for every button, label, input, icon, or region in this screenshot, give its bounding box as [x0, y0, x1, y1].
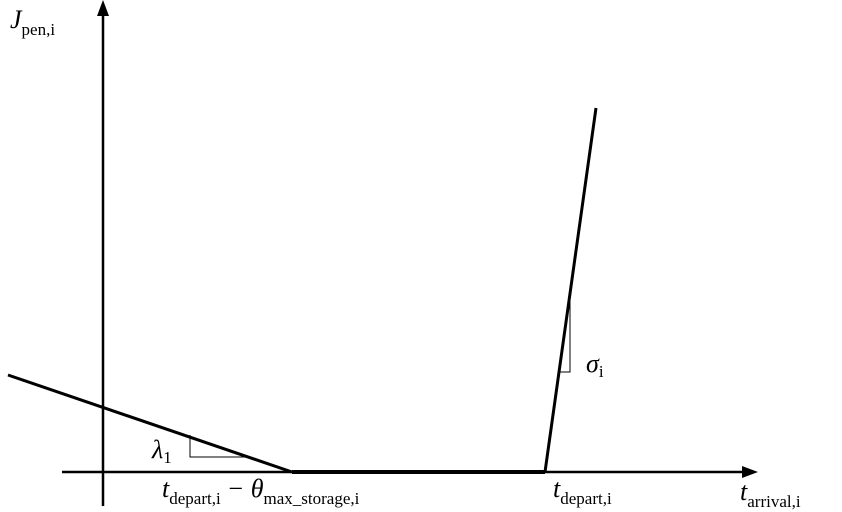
label-sub: pen,i [22, 20, 56, 39]
x-axis-label: tarrival,i [740, 477, 801, 511]
y-axis-arrow [97, 0, 109, 16]
label-base: t [553, 474, 561, 503]
label-base: λ [151, 435, 163, 464]
slope-triangle-lambda [189, 435, 248, 458]
label-base: t [740, 477, 748, 506]
label-base: t [162, 474, 170, 503]
label-base: J [10, 5, 23, 34]
late-penalty-line [543, 107, 598, 473]
x-axis-arrow [742, 466, 758, 478]
label-sub: arrival,i [747, 492, 801, 511]
label-sub: depart,i [169, 489, 221, 508]
early-penalty-line [7, 373, 293, 474]
label-sub: 1 [163, 448, 172, 467]
slope-label: λ1 [151, 435, 172, 467]
slope-label: σi [586, 349, 604, 381]
label-base: σ [586, 349, 600, 378]
x-position-label: tdepart,i − θmax_storage,i [162, 474, 360, 508]
slope-triangle-sigma [558, 300, 571, 373]
label-sub: max_storage,i [264, 489, 360, 508]
label-sub: i [599, 362, 604, 381]
x-position-label: tdepart,i [553, 474, 612, 508]
y-axis-label: Jpen,i [10, 5, 55, 39]
label-base: − θ [227, 474, 264, 503]
label-sub: depart,i [560, 489, 612, 508]
